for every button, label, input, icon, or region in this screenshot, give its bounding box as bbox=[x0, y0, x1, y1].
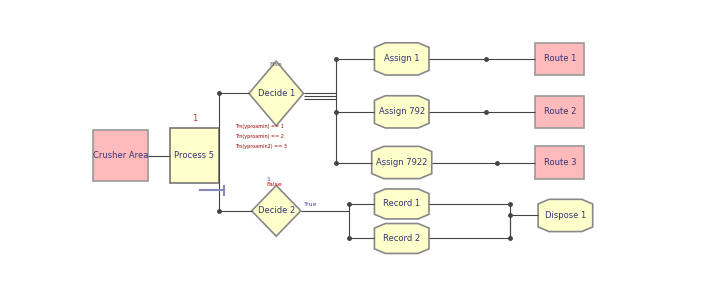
Text: Record 1: Record 1 bbox=[383, 199, 420, 208]
Polygon shape bbox=[249, 61, 303, 126]
Text: Trn(yproamin) == 1: Trn(yproamin) == 1 bbox=[235, 124, 284, 129]
Text: Route 3: Route 3 bbox=[543, 158, 576, 167]
Text: Assign 1: Assign 1 bbox=[384, 54, 420, 63]
Text: Route 2: Route 2 bbox=[543, 107, 576, 116]
Text: True: True bbox=[304, 202, 318, 208]
FancyBboxPatch shape bbox=[170, 128, 219, 183]
Polygon shape bbox=[372, 147, 432, 179]
Text: 1: 1 bbox=[266, 178, 270, 182]
Text: Crusher Area: Crusher Area bbox=[93, 151, 149, 160]
Polygon shape bbox=[538, 199, 593, 231]
Text: Trn(yproamin2) == 3: Trn(yproamin2) == 3 bbox=[235, 144, 287, 149]
Text: Route 1: Route 1 bbox=[543, 54, 576, 63]
Text: False: False bbox=[267, 182, 282, 187]
Text: Dispose 1: Dispose 1 bbox=[545, 211, 586, 220]
Polygon shape bbox=[375, 43, 429, 75]
Polygon shape bbox=[252, 185, 301, 236]
Text: Assign 7922: Assign 7922 bbox=[376, 158, 427, 167]
Text: Process 5: Process 5 bbox=[175, 151, 215, 160]
FancyBboxPatch shape bbox=[536, 96, 584, 128]
Text: Record 2: Record 2 bbox=[383, 234, 420, 243]
Text: Decide 1: Decide 1 bbox=[258, 89, 295, 98]
Text: Assign 792: Assign 792 bbox=[379, 107, 425, 116]
FancyBboxPatch shape bbox=[536, 147, 584, 179]
Polygon shape bbox=[375, 96, 429, 128]
Text: Decide 2: Decide 2 bbox=[258, 206, 295, 215]
FancyBboxPatch shape bbox=[536, 43, 584, 75]
Text: Else: Else bbox=[270, 62, 282, 67]
Polygon shape bbox=[375, 189, 429, 219]
Text: Trn(yproamin) == 2: Trn(yproamin) == 2 bbox=[235, 134, 284, 139]
Text: 1: 1 bbox=[191, 114, 197, 123]
Polygon shape bbox=[375, 224, 429, 254]
FancyBboxPatch shape bbox=[94, 130, 148, 181]
